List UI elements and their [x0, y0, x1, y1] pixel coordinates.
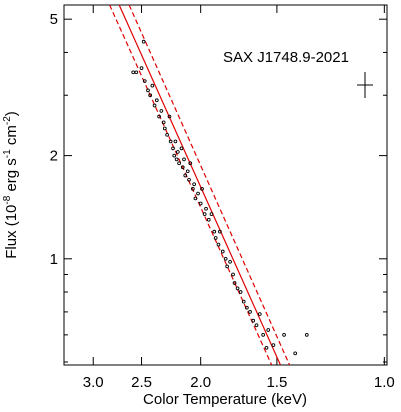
data-point: [179, 146, 184, 151]
data-point: [167, 114, 172, 119]
data-point: [190, 186, 195, 191]
data-point: [282, 332, 286, 337]
data-point: [220, 249, 225, 254]
data-point: [266, 328, 271, 332]
data-point: [216, 242, 221, 247]
data-point: [225, 264, 229, 269]
data-point: [165, 132, 169, 137]
data-point: [172, 153, 177, 158]
data-point: [162, 126, 167, 131]
data-point: [213, 236, 218, 240]
x-tick-label: 3.0: [83, 374, 104, 391]
bound-line: [109, 5, 273, 365]
data-point: [152, 103, 157, 108]
bound-line: [128, 5, 291, 365]
data-point: [150, 83, 155, 88]
y-tick-label: 2: [50, 148, 58, 165]
data-point: [202, 212, 207, 216]
y-tick-label: 1: [50, 251, 58, 268]
data-point: [232, 281, 237, 285]
y-tick-label: 5: [50, 11, 58, 28]
data-point: [142, 79, 147, 83]
data-point: [196, 191, 200, 196]
data-point: [218, 229, 222, 234]
y-axis-label: Flux (10-8 erg s-1 cm-2): [2, 111, 20, 259]
data-point: [257, 312, 262, 316]
data-point: [198, 201, 203, 206]
data-point: [264, 345, 269, 350]
fit-line: [118, 5, 282, 365]
data-point: [304, 332, 309, 337]
data-point: [134, 70, 139, 75]
y-label-superscript: -1: [2, 149, 13, 158]
data-point: [182, 157, 186, 162]
error-cross: [357, 72, 373, 98]
y-label-part: cm: [3, 125, 20, 149]
data-point: [180, 165, 185, 170]
x-tick-label: 1.5: [266, 374, 287, 391]
data-point: [293, 351, 298, 356]
data-point: [173, 139, 178, 144]
data-point: [159, 109, 164, 113]
data-point: [171, 146, 175, 151]
data-point: [223, 256, 228, 261]
data-point: [187, 177, 191, 182]
data-point: [157, 114, 161, 119]
data-point: [161, 120, 166, 125]
data-point: [174, 157, 179, 162]
data-point: [228, 259, 232, 264]
data-point: [261, 332, 265, 337]
data-point: [271, 343, 276, 347]
data-point: [188, 161, 193, 166]
data-point: [154, 98, 159, 103]
data-point: [241, 299, 246, 304]
data-point: [139, 66, 144, 70]
x-tick-label: 1.0: [374, 374, 395, 391]
x-tick-label: 2.0: [190, 374, 211, 391]
data-point: [148, 93, 153, 98]
data-point: [248, 310, 252, 314]
data-point: [238, 290, 243, 294]
data-point: [183, 173, 188, 178]
y-label-superscript: -2: [2, 116, 13, 125]
data-point: [204, 206, 208, 211]
y-label-part: Flux (10: [3, 205, 20, 259]
data-point: [209, 212, 214, 216]
data-point: [235, 286, 240, 291]
data-point: [231, 272, 235, 277]
annotation: SAX J1748.9-2021: [223, 49, 349, 66]
data-point: [131, 70, 136, 75]
data-point: [254, 323, 259, 328]
data-point: [192, 182, 196, 187]
y-label-part: erg s: [3, 158, 20, 196]
data-point: [193, 196, 198, 201]
y-label-superscript: -8: [2, 195, 13, 204]
data-point: [245, 305, 249, 310]
data-point: [251, 318, 256, 323]
data-point: [185, 169, 190, 174]
data-point: [141, 39, 146, 44]
data-point: [146, 88, 150, 93]
plot-frame: [63, 4, 388, 366]
data-point: [175, 150, 180, 154]
data-point: [177, 161, 181, 166]
x-tick-label: 2.5: [131, 374, 152, 391]
data-point: [200, 186, 204, 191]
data-point: [212, 229, 217, 234]
x-axis-label: Color Temperature (keV): [143, 391, 307, 408]
y-label-part: ): [3, 111, 20, 116]
data-point: [206, 217, 211, 222]
data-point: [168, 139, 173, 144]
